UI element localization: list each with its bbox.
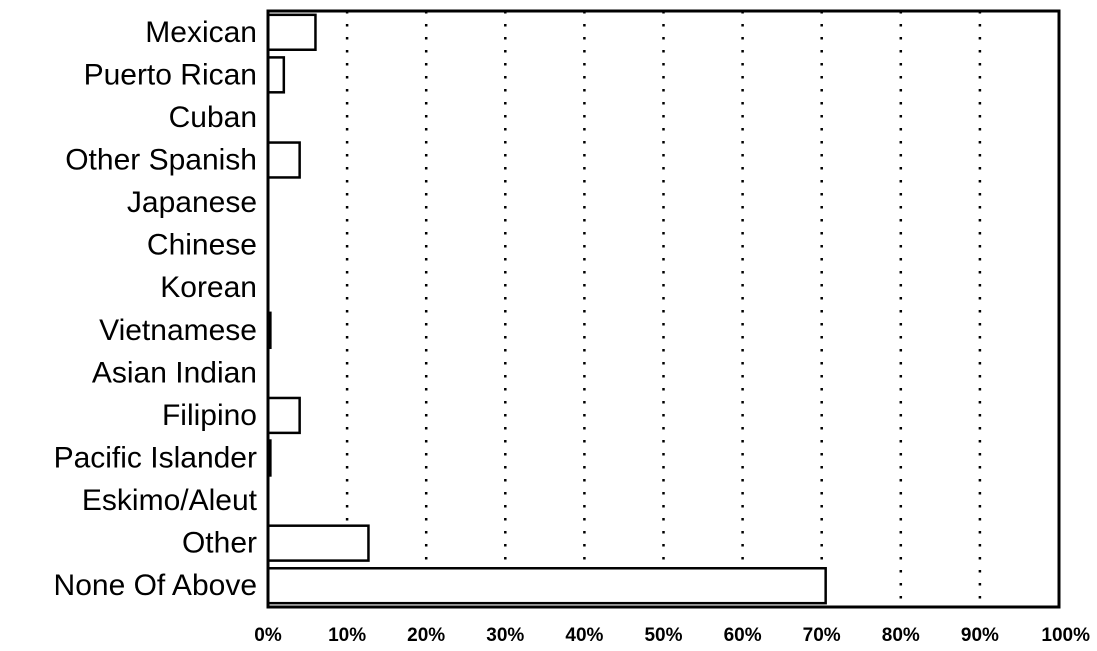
x-tick-label: 80%: [882, 625, 920, 646]
plot-area-frame: [266, 9, 1061, 609]
category-label: Filipino: [162, 399, 257, 432]
category-label: Other Spanish: [65, 144, 257, 177]
category-label: Other: [182, 527, 257, 560]
x-tick-label: 20%: [407, 625, 445, 646]
category-label: Cuban: [169, 101, 257, 134]
category-labels: Mexican Puerto Rican Cuban Other Spanish Jap…: [54, 16, 258, 602]
x-tick-label: 50%: [644, 625, 682, 646]
bar: [266, 56, 286, 94]
category-label: None Of Above: [54, 569, 257, 602]
x-tick-label: 90%: [961, 625, 999, 646]
bars: [266, 13, 827, 605]
category-label: Mexican: [145, 16, 257, 49]
x-tick-label: 10%: [328, 625, 366, 646]
category-label: Chinese: [147, 229, 257, 262]
bar: [266, 567, 827, 605]
x-tick-label: 30%: [486, 625, 524, 646]
x-tick-label: 100%: [1041, 625, 1090, 646]
category-label: Pacific Islander: [54, 442, 257, 475]
category-label: Japanese: [127, 186, 257, 219]
category-label: Vietnamese: [99, 314, 257, 347]
bar: [266, 141, 301, 179]
grid-lines: [345, 11, 982, 607]
category-label: Korean: [160, 271, 257, 304]
bar: [266, 524, 370, 562]
bar: [266, 13, 317, 51]
x-tick-label: 60%: [724, 625, 762, 646]
x-tick-label: 70%: [803, 625, 841, 646]
category-label: Eskimo/Aleut: [82, 484, 258, 517]
bar: [266, 396, 301, 435]
x-tick-label: 40%: [565, 625, 603, 646]
x-tick-labels: 0% 10% 20% 30% 40% 50% 60% 70% 80% 90% 100%: [254, 625, 1090, 646]
x-tick-label: 0%: [254, 625, 282, 646]
category-label: Puerto Rican: [84, 58, 257, 91]
category-label: Asian Indian: [92, 356, 257, 389]
